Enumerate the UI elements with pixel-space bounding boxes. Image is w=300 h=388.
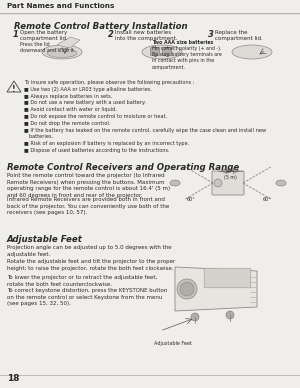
Text: Infrared Remote Receivers are provided both in front and
back of the projector. : Infrared Remote Receivers are provided b… bbox=[7, 197, 169, 215]
FancyBboxPatch shape bbox=[212, 171, 244, 195]
Text: Press the lid
downward and slide it.: Press the lid downward and slide it. bbox=[20, 42, 75, 53]
Ellipse shape bbox=[170, 180, 180, 186]
Text: For correct polarity (+ and -).
Be sure battery terminals are
in contact with pi: For correct polarity (+ and -). Be sure … bbox=[152, 46, 222, 69]
Text: Adjustable Feet: Adjustable Feet bbox=[154, 341, 192, 346]
Text: 1: 1 bbox=[13, 30, 19, 39]
Text: Remote Control Receivers and Operating Range: Remote Control Receivers and Operating R… bbox=[7, 163, 239, 172]
Ellipse shape bbox=[142, 45, 182, 59]
Text: Remote Control Battery Installation: Remote Control Battery Installation bbox=[14, 22, 187, 31]
Text: Part Names and Functions: Part Names and Functions bbox=[7, 3, 114, 9]
Text: Install new batteries
into the compartment.: Install new batteries into the compartme… bbox=[115, 30, 178, 41]
Text: Two AAA size batteries: Two AAA size batteries bbox=[152, 40, 213, 45]
Circle shape bbox=[214, 179, 222, 187]
Text: !: ! bbox=[12, 85, 16, 94]
Text: 60°: 60° bbox=[187, 197, 195, 202]
Circle shape bbox=[226, 311, 234, 319]
Circle shape bbox=[180, 282, 194, 296]
Text: Rotate the adjustable feet and tilt the projector to the proper
height; to raise: Rotate the adjustable feet and tilt the … bbox=[7, 259, 175, 270]
Polygon shape bbox=[57, 37, 80, 48]
Text: 18: 18 bbox=[7, 374, 20, 383]
FancyBboxPatch shape bbox=[204, 268, 251, 288]
Text: To lower the projector or to retract the adjustable feet,
rotate the both feet c: To lower the projector or to retract the… bbox=[7, 275, 157, 287]
Circle shape bbox=[177, 279, 197, 299]
Text: Projection angle can be adjusted up to 5.0 degrees with the
adjustable feet.: Projection angle can be adjusted up to 5… bbox=[7, 245, 172, 256]
Text: 2: 2 bbox=[108, 30, 114, 39]
Circle shape bbox=[191, 313, 199, 321]
Text: 16.4'
(5 m): 16.4' (5 m) bbox=[224, 169, 236, 180]
Polygon shape bbox=[175, 267, 257, 311]
Ellipse shape bbox=[232, 45, 272, 59]
Text: 3: 3 bbox=[208, 30, 214, 39]
Text: Point the remote control toward the projector (to Infrared
Remote Receivers) whe: Point the remote control toward the proj… bbox=[7, 173, 170, 198]
Text: Open the battery
compartment lid.: Open the battery compartment lid. bbox=[20, 30, 68, 41]
Ellipse shape bbox=[47, 48, 77, 57]
Text: Adjustable Feet: Adjustable Feet bbox=[7, 235, 83, 244]
Text: To correct keystone distortion, press the KEYSTONE button
on the remote control : To correct keystone distortion, press th… bbox=[7, 288, 167, 306]
Ellipse shape bbox=[276, 180, 286, 186]
Ellipse shape bbox=[42, 45, 82, 59]
Polygon shape bbox=[7, 81, 21, 92]
Text: 60°: 60° bbox=[262, 197, 272, 202]
Text: Replace the
compartment lid.: Replace the compartment lid. bbox=[215, 30, 263, 41]
FancyBboxPatch shape bbox=[163, 48, 171, 55]
Text: To insure safe operation, please observe the following precautions :
■ Use two (: To insure safe operation, please observe… bbox=[24, 80, 266, 153]
FancyBboxPatch shape bbox=[151, 48, 159, 55]
